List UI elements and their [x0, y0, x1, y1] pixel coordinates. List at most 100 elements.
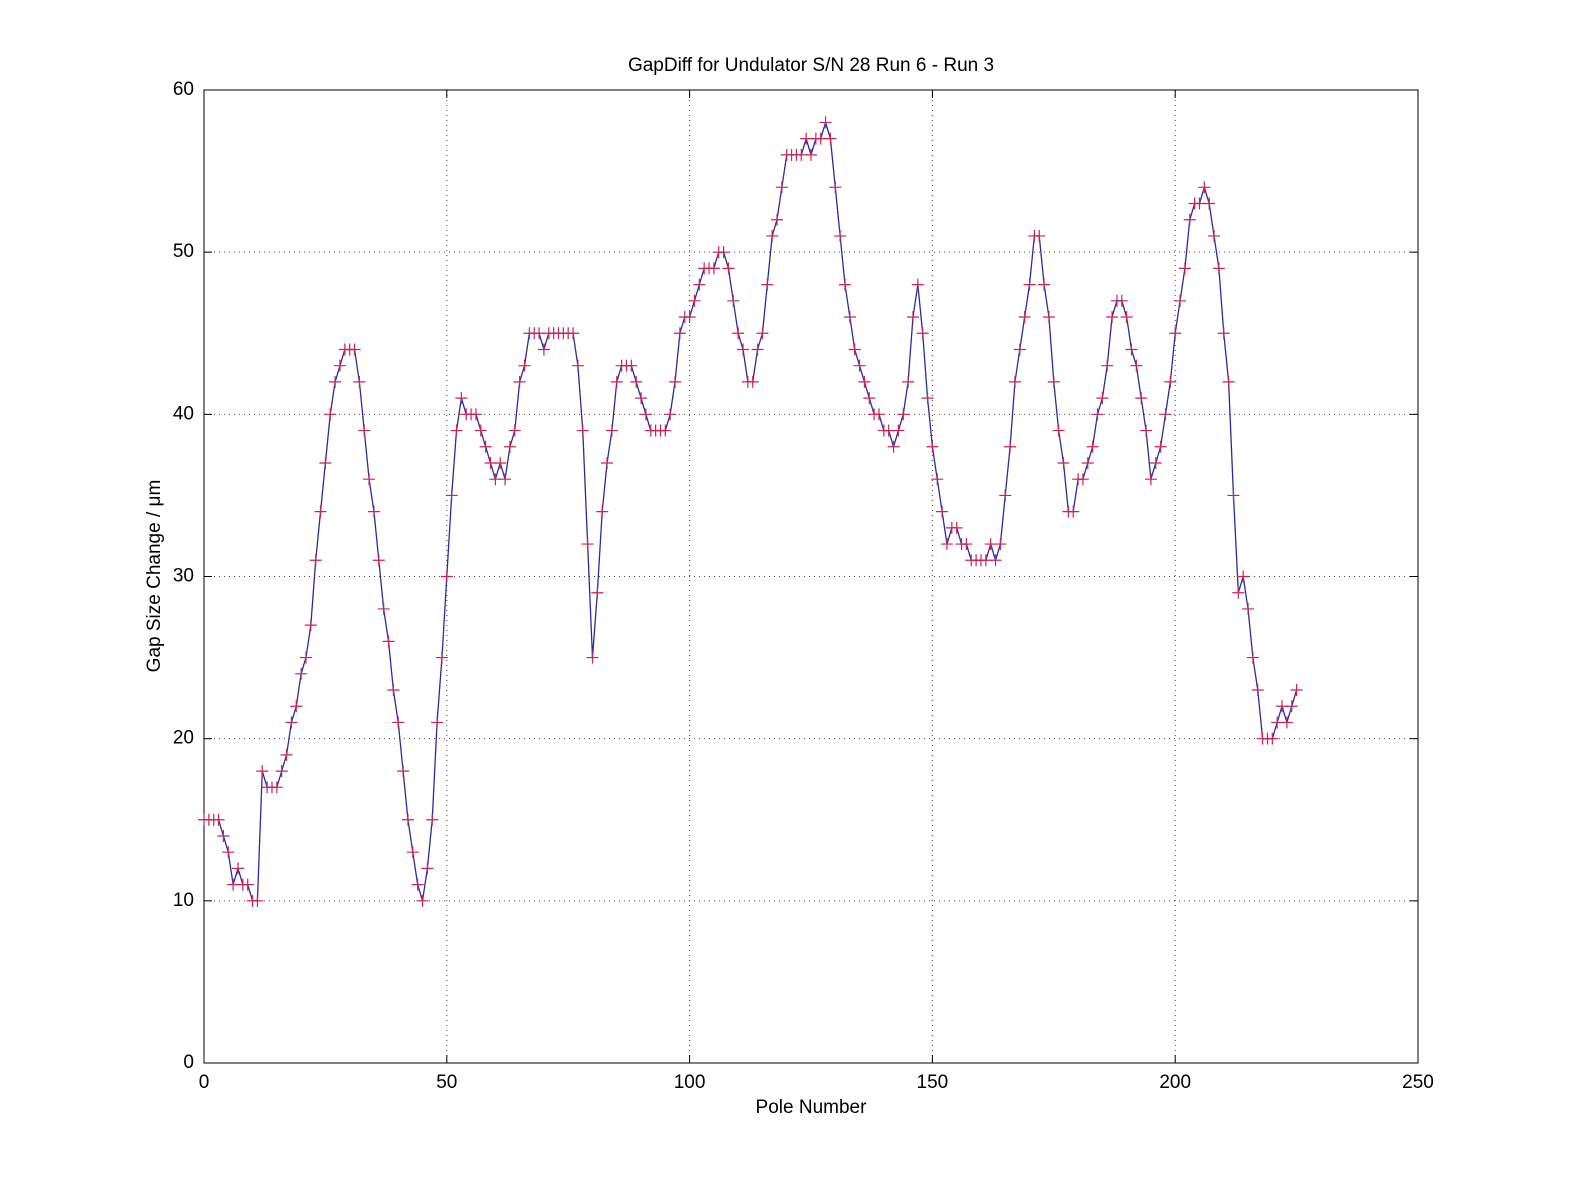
data-marker — [756, 327, 769, 340]
chart-title: GapDiff for Undulator S/N 28 Run 6 - Run… — [628, 55, 994, 76]
data-marker — [1242, 602, 1255, 615]
data-marker — [940, 538, 953, 551]
data-marker — [1140, 424, 1153, 437]
x-tick-label: 250 — [1402, 1072, 1434, 1093]
x-tick-label: 100 — [674, 1072, 706, 1093]
data-marker — [1033, 229, 1046, 242]
y-tick-label: 30 — [173, 566, 194, 587]
data-marker — [892, 424, 905, 437]
data-marker — [377, 602, 390, 615]
data-marker — [1018, 311, 1031, 324]
data-marker — [761, 278, 774, 291]
data-marker — [1042, 311, 1055, 324]
data-marker — [426, 813, 439, 826]
data-marker — [576, 424, 589, 437]
data-marker — [1164, 375, 1177, 388]
data-marker — [1038, 278, 1051, 291]
data-marker — [766, 229, 779, 242]
data-marker — [217, 829, 230, 842]
data-marker — [887, 440, 900, 453]
data-marker — [596, 505, 609, 518]
data-marker — [911, 278, 924, 291]
data-marker — [416, 894, 429, 907]
data-marker — [256, 765, 269, 778]
data-marker — [630, 375, 643, 388]
x-tick-label: 50 — [436, 1072, 457, 1093]
data-marker — [367, 505, 380, 518]
data-marker — [431, 716, 444, 729]
data-marker — [707, 262, 720, 275]
data-marker — [392, 716, 405, 729]
data-marker — [304, 619, 317, 632]
data-marker — [683, 311, 696, 324]
data-marker — [382, 635, 395, 648]
data-marker — [1251, 684, 1264, 697]
data-marker — [834, 229, 847, 242]
data-marker — [1183, 213, 1196, 226]
data-marker — [936, 505, 949, 518]
data-marker — [494, 456, 507, 469]
data-marker — [387, 684, 400, 697]
data-marker — [1217, 327, 1230, 340]
data-marker — [1067, 505, 1080, 518]
data-marker — [212, 813, 225, 826]
data-marker — [270, 781, 283, 794]
y-axis-label: Gap Size Change / μm — [144, 480, 165, 673]
y-tick-label: 50 — [173, 241, 194, 262]
y-tick-label: 10 — [173, 890, 194, 911]
data-marker — [1208, 229, 1221, 242]
data-marker — [1125, 343, 1138, 356]
data-marker — [1086, 440, 1099, 453]
data-marker — [1013, 343, 1026, 356]
data-marker — [348, 343, 361, 356]
data-marker — [960, 538, 973, 551]
data-marker — [1174, 294, 1187, 307]
data-marker — [474, 424, 487, 437]
data-marker — [1266, 732, 1279, 745]
data-marker — [737, 343, 750, 356]
data-marker — [819, 116, 832, 129]
data-marker — [241, 878, 254, 891]
data-marker — [843, 311, 856, 324]
data-marker — [1227, 489, 1240, 502]
y-tick-label: 40 — [173, 403, 194, 424]
data-marker — [333, 359, 346, 372]
data-marker — [659, 424, 672, 437]
data-marker — [440, 570, 453, 583]
data-marker — [673, 327, 686, 340]
data-marker — [450, 424, 463, 437]
y-tick-label: 0 — [183, 1052, 194, 1073]
x-tick-label: 0 — [199, 1072, 210, 1093]
data-marker — [324, 408, 337, 421]
data-marker — [1076, 473, 1089, 486]
data-marker — [746, 375, 759, 388]
data-marker — [902, 375, 915, 388]
data-marker — [1280, 716, 1293, 729]
data-marker — [1285, 700, 1298, 713]
data-marker — [1212, 262, 1225, 275]
data-marker — [280, 748, 293, 761]
data-marker — [358, 424, 371, 437]
data-marker — [906, 311, 919, 324]
data-marker — [639, 408, 652, 421]
data-marker — [693, 278, 706, 291]
data-marker — [1052, 424, 1065, 437]
data-marker — [319, 456, 332, 469]
data-marker — [916, 327, 929, 340]
data-marker — [610, 375, 623, 388]
data-marker — [537, 343, 550, 356]
data-marker — [950, 521, 963, 534]
data-marker — [625, 359, 638, 372]
data-marker — [231, 862, 244, 875]
data-marker — [421, 862, 434, 875]
data-marker — [435, 651, 448, 664]
data-marker — [290, 700, 303, 713]
data-marker — [591, 586, 604, 599]
data-marker — [469, 408, 482, 421]
data-marker — [251, 894, 264, 907]
data-marker — [1096, 392, 1109, 405]
data-marker — [1057, 456, 1070, 469]
data-marker — [1246, 651, 1259, 664]
